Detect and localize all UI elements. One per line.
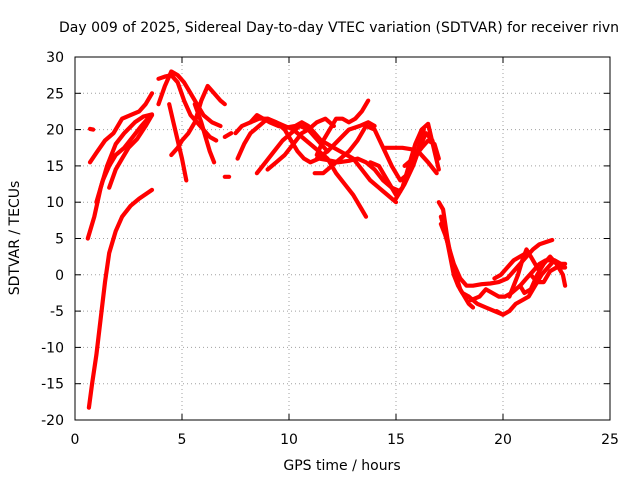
chart-title: Day 009 of 2025, Sidereal Day-to-day VTE… [59, 20, 619, 36]
series-track-21 [314, 120, 377, 161]
series-track-33 [517, 254, 568, 295]
series-track-22 [368, 121, 441, 197]
y-tick-label: -15 [41, 377, 64, 393]
y-tick-label: 20 [46, 123, 64, 139]
x-axis-label: GPS time / hours [283, 458, 400, 474]
series-track-25 [393, 131, 439, 201]
x-tick-label: 20 [494, 432, 512, 448]
series-track-06 [87, 126, 96, 132]
x-tick-label: 0 [71, 432, 80, 448]
series-track-23 [383, 145, 439, 176]
x-tick-labels: 0 5 10 15 20 25 [71, 432, 619, 448]
x-tick-label: 15 [387, 432, 405, 448]
y-tick-labels: -20 -15 -10 -5 0 5 10 15 20 25 30 [41, 50, 64, 429]
series-track-28 [438, 221, 555, 288]
series-track-01 [86, 187, 155, 410]
series-track-18 [265, 116, 336, 172]
series-track-26 [436, 200, 476, 310]
series-track-07 [156, 69, 223, 129]
y-tick-label: 25 [46, 86, 64, 102]
y-tick-label: 30 [46, 50, 64, 66]
series-track-19 [314, 98, 371, 158]
y-tick-label: 15 [46, 159, 64, 175]
x-tick-label: 5 [178, 432, 187, 448]
series-track-03 [94, 112, 155, 205]
series-track-05 [87, 91, 155, 165]
series-track-09 [167, 102, 189, 183]
x-tick-label: 10 [280, 432, 298, 448]
series-track-34 [528, 265, 568, 285]
y-tick-label: -20 [41, 413, 64, 429]
series-track-15 [235, 116, 369, 219]
y-tick-label: 0 [55, 268, 64, 284]
y-tick-label: 10 [46, 195, 64, 211]
series-track-13 [222, 131, 234, 139]
y-tick-label: -5 [50, 304, 64, 320]
grid-lines [75, 57, 610, 420]
y-tick-label: 5 [55, 232, 64, 248]
series-track-02 [85, 112, 155, 241]
series-track-11 [192, 102, 217, 165]
data-series [85, 69, 568, 410]
series-track-35 [492, 250, 529, 281]
series-track-17 [254, 123, 330, 176]
series-track-04 [107, 112, 155, 190]
y-tick-label: -10 [41, 340, 64, 356]
y-axis-label: SDTVAR / TECUs [7, 181, 23, 296]
x-tick-label: 25 [601, 432, 619, 448]
axis-ticks [74, 56, 611, 421]
